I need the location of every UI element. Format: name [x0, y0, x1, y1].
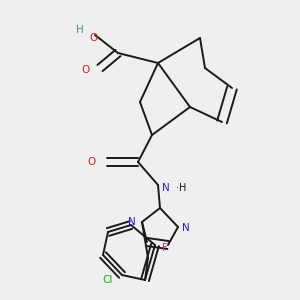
Text: Cl: Cl [103, 275, 113, 285]
Text: ·H: ·H [176, 183, 186, 193]
Text: N: N [128, 217, 136, 227]
Text: N: N [182, 223, 190, 233]
Text: F: F [162, 243, 168, 253]
Text: O: O [89, 33, 97, 43]
Text: O: O [82, 65, 90, 75]
Text: H: H [76, 25, 84, 35]
Text: O: O [88, 157, 96, 167]
Text: N: N [162, 183, 170, 193]
